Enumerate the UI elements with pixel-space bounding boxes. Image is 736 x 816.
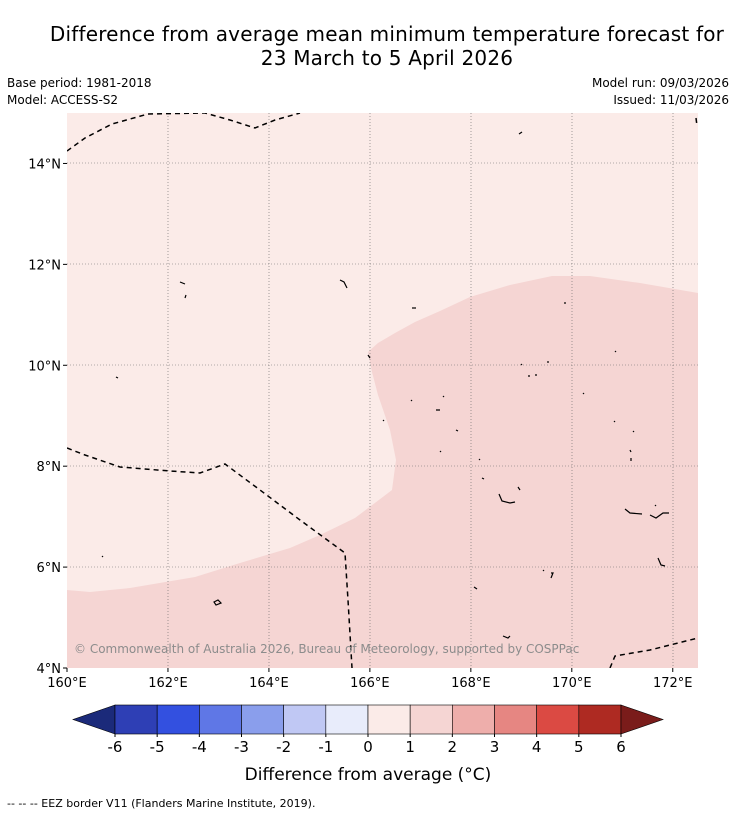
colorbar-segment <box>367 704 411 735</box>
meta-left: Base period: 1981-2018 Model: ACCESS-S2 <box>7 75 152 109</box>
base-period: Base period: 1981-2018 <box>7 76 152 90</box>
colorbar-label: Difference from average (°C) <box>245 765 492 785</box>
colorbar-segment <box>578 704 622 735</box>
model-name: Model: ACCESS-S2 <box>7 93 119 107</box>
map-area <box>67 113 698 668</box>
colorbar-tick-label: 4 <box>532 738 542 756</box>
colorbar-tick-label: -6 <box>108 738 123 756</box>
copyright-watermark: © Commonwealth of Australia 2026, Bureau… <box>74 642 579 656</box>
colorbar-segment <box>536 704 580 735</box>
colorbar-arrow-high <box>620 704 664 735</box>
eez-footnote: -- -- -- EEZ border V11 (Flanders Marine… <box>7 797 316 810</box>
eez-border-southeast <box>609 637 698 668</box>
colorbar-segment <box>156 704 200 735</box>
colorbar-tick-label: 6 <box>616 738 626 756</box>
x-tick-label: 172°E <box>653 676 693 691</box>
colorbar-tick-label: 5 <box>574 738 584 756</box>
colorbar-segment <box>452 704 495 735</box>
island <box>439 449 632 461</box>
colorbar-segment <box>241 704 284 735</box>
y-axis: 4°N 6°N 8°N 10°N 12°N 14°N <box>28 157 67 677</box>
colorbar-tick-label: -1 <box>318 738 333 756</box>
eez-border-west <box>67 447 353 668</box>
island <box>542 569 554 579</box>
island <box>213 599 223 606</box>
x-tick-label: 160°E <box>47 676 87 691</box>
model-run: Model run: 09/03/2026 <box>591 76 729 90</box>
colorbar-tick-label: 0 <box>363 738 373 756</box>
island <box>410 395 445 411</box>
y-tick-label: 12°N <box>28 258 61 273</box>
colorbar-segment <box>409 704 453 735</box>
map-title: Difference from average mean minimum tem… <box>0 22 736 70</box>
island <box>518 131 523 135</box>
islands <box>101 131 669 639</box>
colorbar: -6 -5 -4 -3 -2 -1 0 1 2 3 4 5 6 <box>72 704 664 756</box>
island <box>481 477 485 480</box>
x-tick-label: 164°E <box>249 676 289 691</box>
colorbar-segment <box>494 704 537 735</box>
y-tick-label: 4°N <box>37 662 62 677</box>
title-line-1: Difference from average mean minimum tem… <box>49 22 725 46</box>
colorbar-segment <box>283 704 327 735</box>
colorbar-segment <box>325 704 369 735</box>
island <box>657 557 666 567</box>
colorbar-tick-label: -3 <box>234 738 249 756</box>
island <box>502 635 511 639</box>
x-tick-label: 168°E <box>451 676 491 691</box>
y-tick-label: 8°N <box>37 460 62 475</box>
colorbar-arrow-low <box>72 704 116 735</box>
colorbar-segment <box>199 704 242 735</box>
island <box>115 376 119 379</box>
issued-date: Issued: 11/03/2026 <box>613 93 729 107</box>
graticule <box>67 113 698 668</box>
colorbar-tick-label: 1 <box>405 738 415 756</box>
island <box>101 504 657 558</box>
island <box>520 361 549 377</box>
eez-border-northeast <box>695 117 698 127</box>
colorbar-tick-label: 3 <box>490 738 500 756</box>
island <box>382 419 635 433</box>
colorbar-tick-label: 2 <box>448 738 458 756</box>
island <box>339 279 348 289</box>
eez-borders <box>67 113 698 668</box>
island <box>624 508 669 519</box>
island <box>367 354 371 359</box>
colorbar-tick-label: -2 <box>276 738 291 756</box>
colorbar-segment <box>114 704 158 735</box>
title-line-2: 23 March to 5 April 2026 <box>260 46 514 70</box>
island <box>582 350 617 395</box>
meta-right: Model run: 09/03/2026 Issued: 11/03/2026 <box>592 75 729 109</box>
x-tick-label: 162°E <box>148 676 188 691</box>
anomaly-region-1-2 <box>67 276 698 668</box>
y-tick-label: 6°N <box>37 561 62 576</box>
island <box>473 586 478 590</box>
y-tick-label: 14°N <box>28 157 61 172</box>
colorbar-tick-label: -4 <box>192 738 207 756</box>
island <box>179 281 187 299</box>
island <box>498 486 521 504</box>
colorbar-tick-label: -5 <box>150 738 165 756</box>
x-tick-label: 170°E <box>552 676 592 691</box>
x-tick-label: 166°E <box>350 676 390 691</box>
y-tick-label: 10°N <box>28 359 61 374</box>
x-axis: 160°E 162°E 164°E 166°E 168°E 170°E 172°E <box>47 668 693 691</box>
